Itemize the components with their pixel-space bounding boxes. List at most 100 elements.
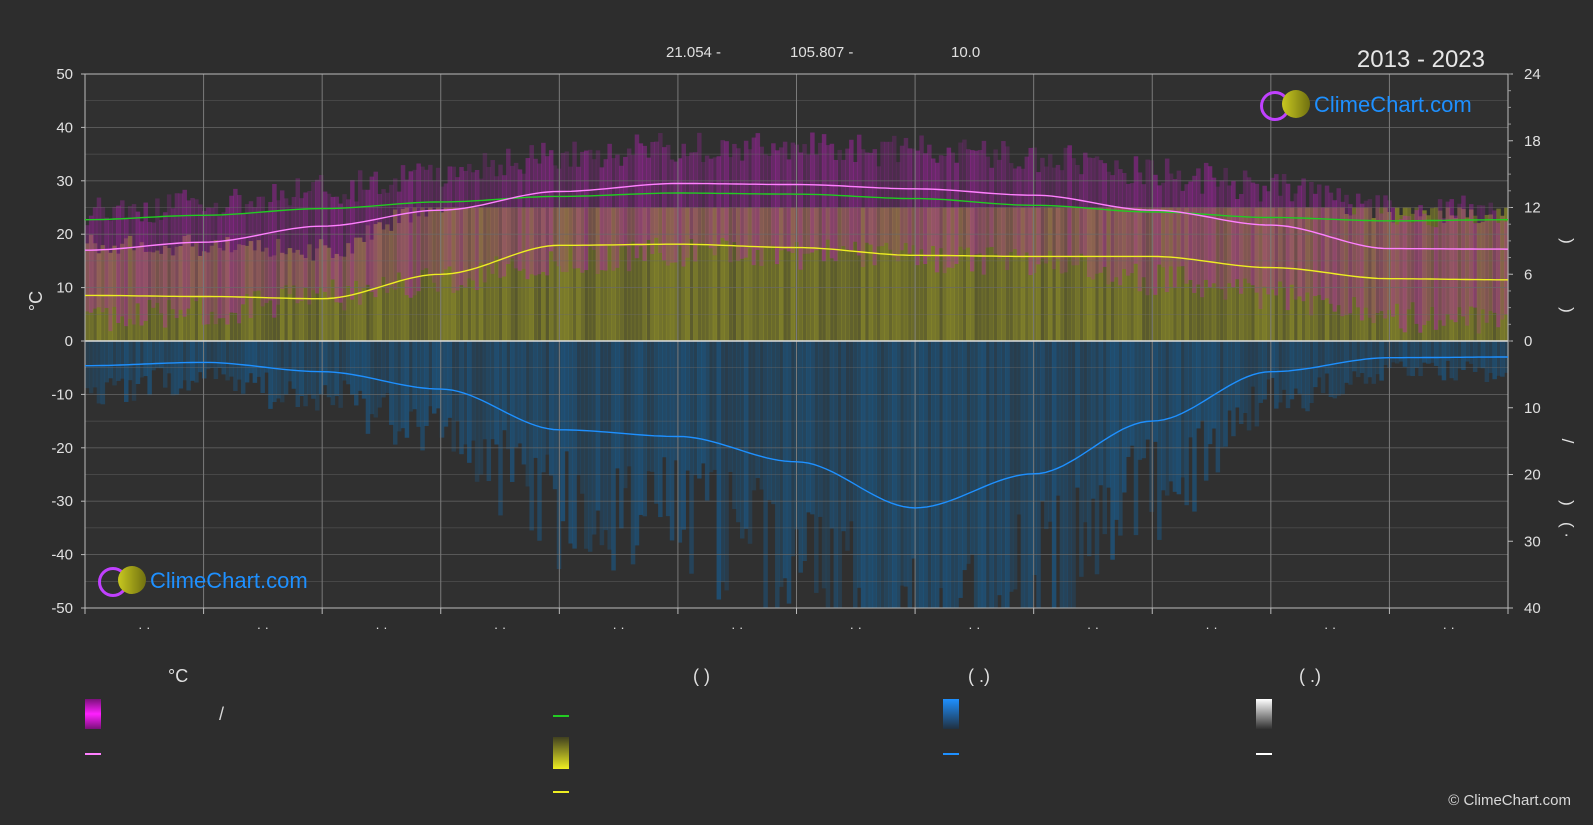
copyright: © ClimeChart.com: [1448, 792, 1571, 809]
sunshine-day-bar: [1328, 207, 1334, 341]
sunshine-day-bar: [1114, 207, 1119, 341]
rain-day-bar: [1383, 341, 1388, 366]
rain-day-bar: [1285, 341, 1291, 409]
rain-day-bar: [1180, 341, 1186, 478]
sunshine-day-bar: [915, 207, 920, 341]
sunshine-day-bar: [1176, 207, 1182, 341]
rain-day-bar: [217, 341, 223, 368]
sunshine-day-bar: [1320, 207, 1326, 341]
sunshine-day-bar: [237, 244, 242, 341]
temp-day-bar: [283, 198, 289, 286]
sunshine-day-bar: [888, 207, 893, 341]
sunshine-day-bar: [299, 254, 304, 341]
temp-day-bar: [439, 186, 445, 278]
sunshine-day-bar: [899, 207, 905, 341]
temp-day-bar: [338, 203, 343, 303]
rain-day-bar: [1032, 341, 1037, 576]
month-label: · ·: [1324, 620, 1336, 635]
rain-day-bar: [634, 341, 640, 546]
sunshine-day-bar: [1469, 209, 1474, 341]
temp-day-bar: [1476, 205, 1482, 334]
temp-day-bar: [685, 156, 690, 258]
rain-day-bar: [997, 341, 1002, 596]
month-label: · ·: [612, 620, 624, 635]
rain-day-bar: [1430, 341, 1435, 363]
sunshine-day-bar: [1449, 215, 1455, 341]
temp-day-bar: [775, 150, 780, 265]
temp-day-bar: [260, 196, 265, 307]
sunshine-day-bar: [876, 207, 881, 341]
rain-day-bar: [1176, 341, 1182, 495]
sunshine-day-bar: [1410, 213, 1416, 341]
sunshine-day-bar: [1492, 220, 1497, 341]
rain-day-bar: [829, 341, 835, 529]
rain-day-bar: [244, 341, 250, 383]
month-label: · ·: [1443, 620, 1455, 635]
temp-day-bar: [638, 143, 644, 247]
rain-day-bar: [697, 341, 702, 479]
temp-day-bar: [1246, 177, 1252, 284]
right-axis-title-glyphs: )) /) ( ·: [1558, 238, 1577, 538]
temp-day-bar: [1118, 169, 1123, 286]
sunshine-day-bar: [346, 243, 351, 341]
rain-day-bar: [1379, 341, 1384, 381]
rain-day-bar: [1410, 341, 1416, 377]
sunshine-day-bar: [1106, 207, 1111, 341]
sunshine-day-bar: [786, 207, 792, 341]
temp-day-bar: [229, 195, 234, 313]
temp-day-bar: [981, 140, 987, 275]
temp-day-bar: [513, 162, 519, 269]
temp-day-bar: [1001, 141, 1006, 258]
rain-day-bar: [120, 341, 125, 379]
sunshine-day-bar: [455, 207, 460, 341]
temp-day-bar: [1465, 221, 1470, 326]
temp-day-bar: [279, 190, 285, 289]
sunshine-day-bar: [369, 239, 375, 341]
temp-day-bar: [1164, 158, 1170, 293]
rain-day-bar: [377, 341, 382, 408]
temp-day-bar: [291, 196, 297, 286]
rain-day-bar: [381, 341, 386, 398]
sunshine-day-bar: [1051, 207, 1057, 341]
temp-day-bar: [529, 145, 534, 275]
sunshine-day-bar: [1379, 207, 1384, 341]
sunshine-day-bar: [981, 207, 987, 341]
rain-day-bar: [1324, 341, 1330, 374]
rain-day-bar: [424, 341, 429, 426]
temp-day-bar: [720, 140, 725, 239]
sunshine-day-bar: [584, 207, 589, 341]
rain-day-bar: [568, 341, 573, 544]
rain-day-bar: [1110, 341, 1115, 560]
sunshine-day-bar: [720, 207, 725, 341]
rain-day-bar: [845, 341, 850, 551]
sunshine-day-bar: [123, 238, 129, 341]
rain-day-bar: [151, 341, 156, 371]
rain-day-bar: [416, 341, 421, 427]
temp-day-bar: [443, 183, 449, 270]
sunshine-day-bar: [490, 207, 495, 341]
temp-day-bar: [139, 221, 145, 326]
temp-day-bar: [490, 160, 495, 274]
left-tick-label: 40: [56, 119, 73, 136]
rain-day-bar: [615, 341, 620, 469]
temp-day-bar: [697, 132, 702, 244]
temp-day-bar: [237, 195, 242, 324]
sunshine-day-bar: [1090, 207, 1096, 341]
rain-day-bar: [346, 341, 351, 385]
rain-day-bar: [1094, 341, 1100, 575]
temp-day-bar: [1028, 147, 1033, 276]
rain-day-bar: [755, 341, 761, 478]
left-tick-label: -50: [51, 600, 73, 617]
temp-day-bar: [888, 141, 893, 250]
temp-day-bar: [1500, 216, 1505, 320]
sunshine-day-bar: [533, 207, 538, 341]
rain-day-bar: [1203, 341, 1209, 481]
sunshine-day-bar: [1426, 215, 1431, 341]
rain-day-bar: [1168, 341, 1174, 482]
rain-day-bar: [1480, 341, 1486, 369]
legend-temp-range-swatch: [85, 699, 101, 729]
rain-day-bar: [1106, 341, 1111, 488]
sunshine-day-bar: [166, 247, 172, 341]
temp-day-bar: [985, 156, 991, 248]
rain-day-bar: [198, 341, 203, 373]
